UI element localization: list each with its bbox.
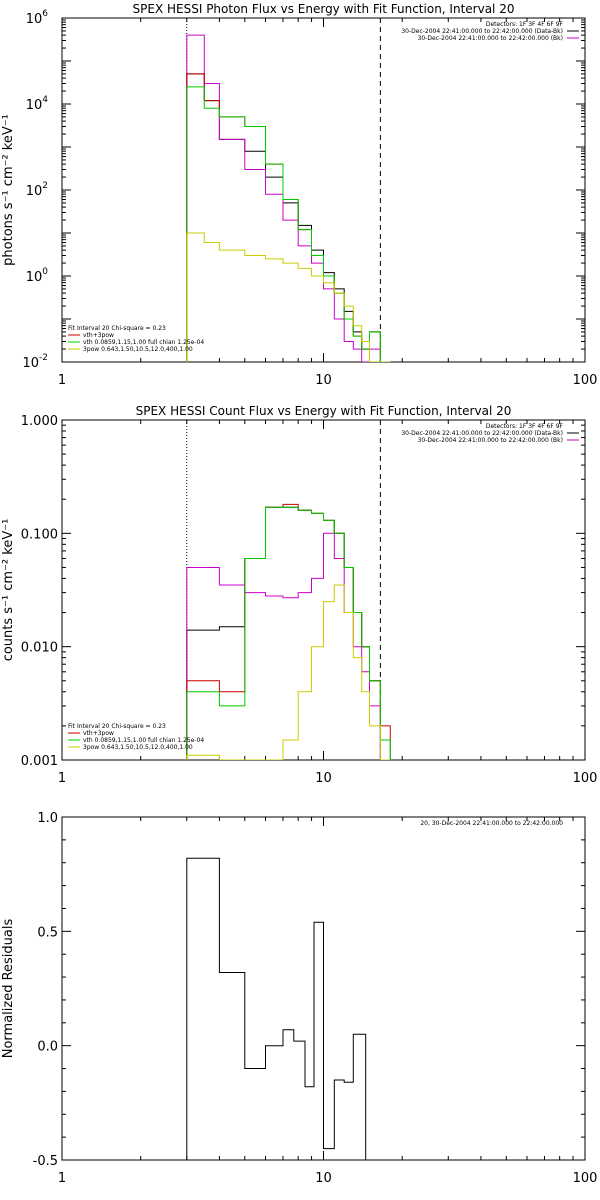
- legend-top-entry: 30-Dec-2004 22:41:00.000 to 22:42:00.000…: [401, 430, 563, 437]
- x-tick-label: 10: [315, 771, 332, 786]
- legend-bottom-entry: vth 0.0859,1.15,1.00 full chian 1.25e-04: [83, 339, 204, 346]
- legend-bottom-entry: 3pow 0.643,1.50,10.5,12.0,400,1.00: [83, 744, 193, 751]
- chart-title: SPEX HESSI Photon Flux vs Energy with Fi…: [133, 2, 515, 16]
- chart-panel-3: Normalized Residuals 1 10 100 -0.5 0.0 0.5 1.0 2…: [1, 811, 597, 1186]
- legend-bottom-entry: Fit Interval 20 Chi-square = 0.23: [68, 723, 166, 730]
- x-tick-label: 1: [58, 373, 66, 388]
- legend-bottom-entry: vth 0.0859,1.15,1.00 full chian 1.25e-04: [83, 737, 204, 744]
- y-tick-label: -0.5: [33, 1154, 58, 1169]
- y-tick-label: 106: [26, 9, 49, 27]
- y-tick-label: 0.5: [37, 925, 58, 940]
- legend-bottom-entry: Fit Interval 20 Chi-square = 0.23: [68, 325, 166, 332]
- y-tick-label: 100: [26, 267, 49, 285]
- series-3-line: [186, 503, 391, 760]
- y-tick-label: 0.001: [21, 754, 58, 769]
- y-tick-label: 1.000: [21, 414, 58, 429]
- x-tick-label: 1: [58, 1171, 66, 1186]
- y-tick-label: 0.0: [37, 1040, 58, 1055]
- y-tick-label: 0.100: [21, 527, 58, 542]
- legend-top-entry: Detectors: 1F 3F 4F 6F 9F: [486, 423, 564, 430]
- legend-top-entry: 30-Dec-2004 22:41:00.000 to 22:42:00.000…: [418, 35, 563, 42]
- legend-bottom-entry: vth+3pow: [83, 332, 114, 339]
- series-4-line: [186, 506, 391, 760]
- series-5-line: [186, 584, 391, 760]
- x-tick-label: 100: [573, 373, 598, 388]
- series-4-line: [186, 86, 391, 362]
- x-tick-label: 100: [573, 1171, 598, 1186]
- legend-top-entry: Detectors: 1F 3F 4F 6F 9F: [486, 21, 564, 28]
- y-tick-label: 104: [26, 95, 49, 113]
- series-1-line: [186, 857, 381, 1160]
- chart-title: SPEX HESSI Count Flux vs Energy with Fit…: [136, 404, 512, 418]
- series-2-line: [186, 34, 381, 362]
- x-tick-label: 100: [573, 771, 598, 786]
- chart-panel-2: SPEX HESSI Count Flux vs Energy with Fit…: [1, 404, 597, 786]
- chart-panel-1: SPEX HESSI Photon Flux vs Energy with Fi…: [1, 2, 597, 388]
- legend-bottom-entry: 3pow 0.643,1.50,10.5,12.0,400,1.00: [83, 346, 193, 353]
- x-tick-label: 10: [315, 1171, 332, 1186]
- series-3-line: [186, 73, 391, 362]
- plot-frame: [61, 17, 586, 363]
- series-5-line: [186, 232, 391, 362]
- y-axis-label: Normalized Residuals: [1, 919, 16, 1059]
- legend-top-entry: 30-Dec-2004 22:41:00.000 to 22:42:00.000…: [418, 437, 563, 444]
- legend-top-entry: 30-Dec-2004 22:41:00.000 to 22:42:00.000…: [401, 28, 563, 35]
- x-tick-label: 10: [315, 373, 332, 388]
- legend-bottom-entry: vth+3pow: [83, 730, 114, 737]
- series-1-line: [186, 506, 381, 760]
- y-tick-label: 102: [26, 181, 48, 199]
- x-tick-label: 1: [58, 771, 66, 786]
- legend-top-entry: 20, 30-Dec-2004 22:41:00.000 to 22:42:00…: [420, 820, 563, 827]
- y-axis-label: photons s⁻¹ cm⁻² keV⁻¹: [1, 114, 16, 266]
- y-tick-label: 10-2: [22, 353, 48, 371]
- y-axis-label: counts s⁻¹ cm⁻² keV⁻¹: [1, 519, 16, 662]
- plot-frame: [61, 419, 586, 761]
- y-tick-label: 0.010: [21, 641, 58, 656]
- y-tick-label: 1.0: [37, 811, 58, 826]
